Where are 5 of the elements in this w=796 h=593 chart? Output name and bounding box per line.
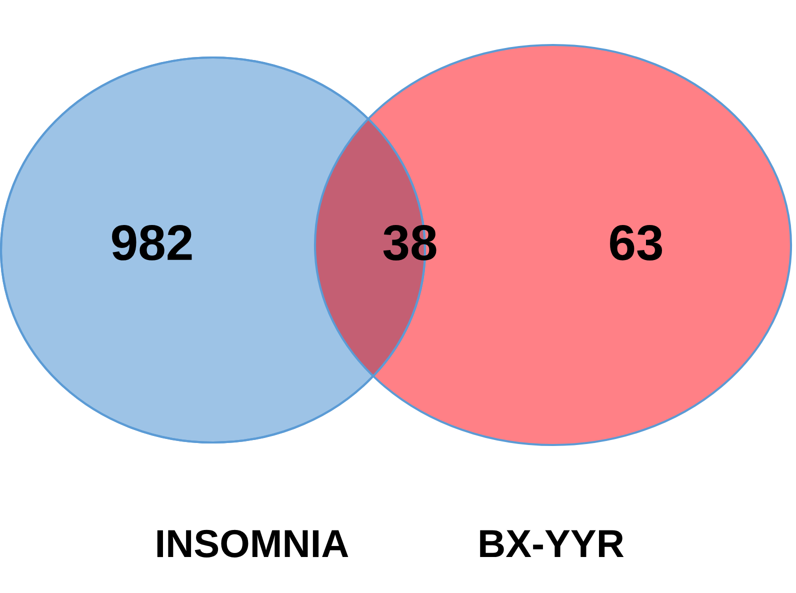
category-label: INSOMNIA — [157, 530, 348, 558]
data-label: 982 — [112, 225, 192, 260]
data-label: 63 — [610, 225, 662, 260]
data-label: 38 — [383, 225, 436, 260]
category-label: BX-YYR — [480, 530, 624, 558]
